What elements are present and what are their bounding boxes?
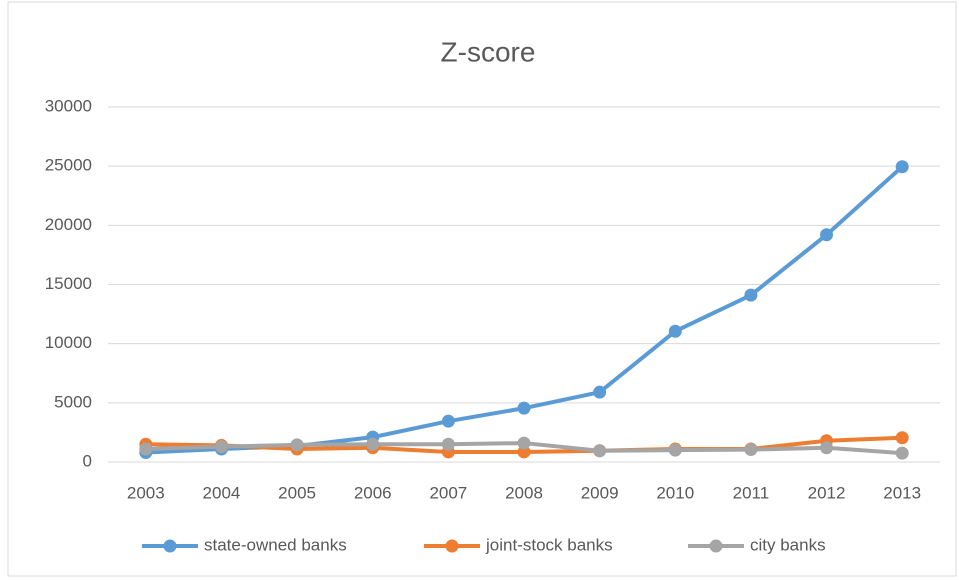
data-point: [441, 414, 455, 428]
chart-title: Z-score: [441, 36, 536, 67]
data-point: [593, 385, 607, 399]
legend-label: joint-stock banks: [485, 535, 613, 554]
x-tick-label: 2003: [127, 483, 165, 502]
y-tick-label: 5000: [54, 392, 92, 411]
x-tick-label: 2007: [429, 483, 467, 502]
y-tick-label: 30000: [45, 96, 92, 115]
x-tick-label: 2005: [278, 483, 316, 502]
data-point: [517, 401, 531, 415]
legend-label: city banks: [750, 535, 826, 554]
x-tick-label: 2011: [733, 483, 770, 502]
data-point: [895, 446, 909, 460]
y-tick-label: 0: [83, 451, 92, 470]
data-point: [593, 444, 607, 458]
data-point: [214, 440, 228, 454]
data-point: [441, 437, 455, 451]
data-point: [139, 442, 153, 456]
x-tick-label: 2013: [883, 483, 921, 502]
data-point: [744, 443, 758, 457]
data-point: [820, 228, 834, 242]
data-point: [820, 441, 834, 455]
data-point: [668, 443, 682, 457]
data-point: [895, 431, 909, 445]
data-point: [895, 160, 909, 174]
x-tick-label: 2009: [581, 483, 619, 502]
legend-label: state-owned banks: [204, 535, 347, 554]
y-tick-label: 20000: [45, 215, 92, 234]
legend-swatch-marker: [445, 539, 459, 553]
x-tick-label: 2010: [656, 483, 694, 502]
x-tick-label: 2006: [354, 483, 392, 502]
y-tick-label: 10000: [45, 333, 92, 352]
data-point: [517, 436, 531, 450]
legend-swatch-marker: [709, 539, 723, 553]
chart-border: [7, 1, 957, 577]
y-tick-label: 15000: [45, 274, 92, 293]
x-tick-label: 2004: [203, 483, 241, 502]
legend-swatch-marker: [163, 539, 177, 553]
x-tick-label: 2008: [505, 483, 543, 502]
data-point: [744, 288, 758, 302]
data-point: [290, 438, 304, 452]
data-point: [668, 324, 682, 338]
x-tick-label: 2012: [808, 483, 846, 502]
y-tick-label: 25000: [45, 156, 92, 175]
data-point: [366, 437, 380, 451]
